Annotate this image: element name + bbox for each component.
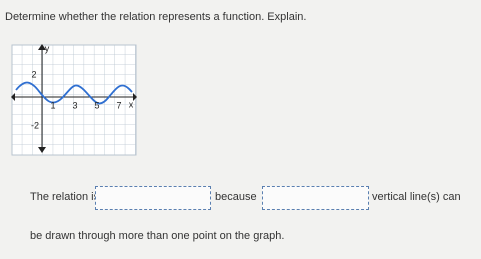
y-axis-label: y [45,43,50,53]
y-label: -2 [31,120,39,130]
answer-text: because [215,191,257,203]
question: Determine whether the relation represent… [5,11,307,23]
answer-text: vertical line(s) can [372,191,461,203]
x-label: 1 [50,100,55,110]
answer-text: be drawn through more than one point on … [30,230,285,242]
graph: y x 2 -2 1 3 5 7 [11,43,137,156]
curve [15,81,133,105]
answer-box[interactable] [95,186,211,210]
answer-text: The relation is [30,191,100,203]
grid [11,44,137,156]
y-label: 2 [31,69,36,79]
x-label: 3 [72,100,77,110]
x-axis-label: x [129,99,134,109]
x-label: 7 [116,100,121,110]
x-label: 5 [94,100,99,110]
answer-box[interactable] [262,186,369,210]
